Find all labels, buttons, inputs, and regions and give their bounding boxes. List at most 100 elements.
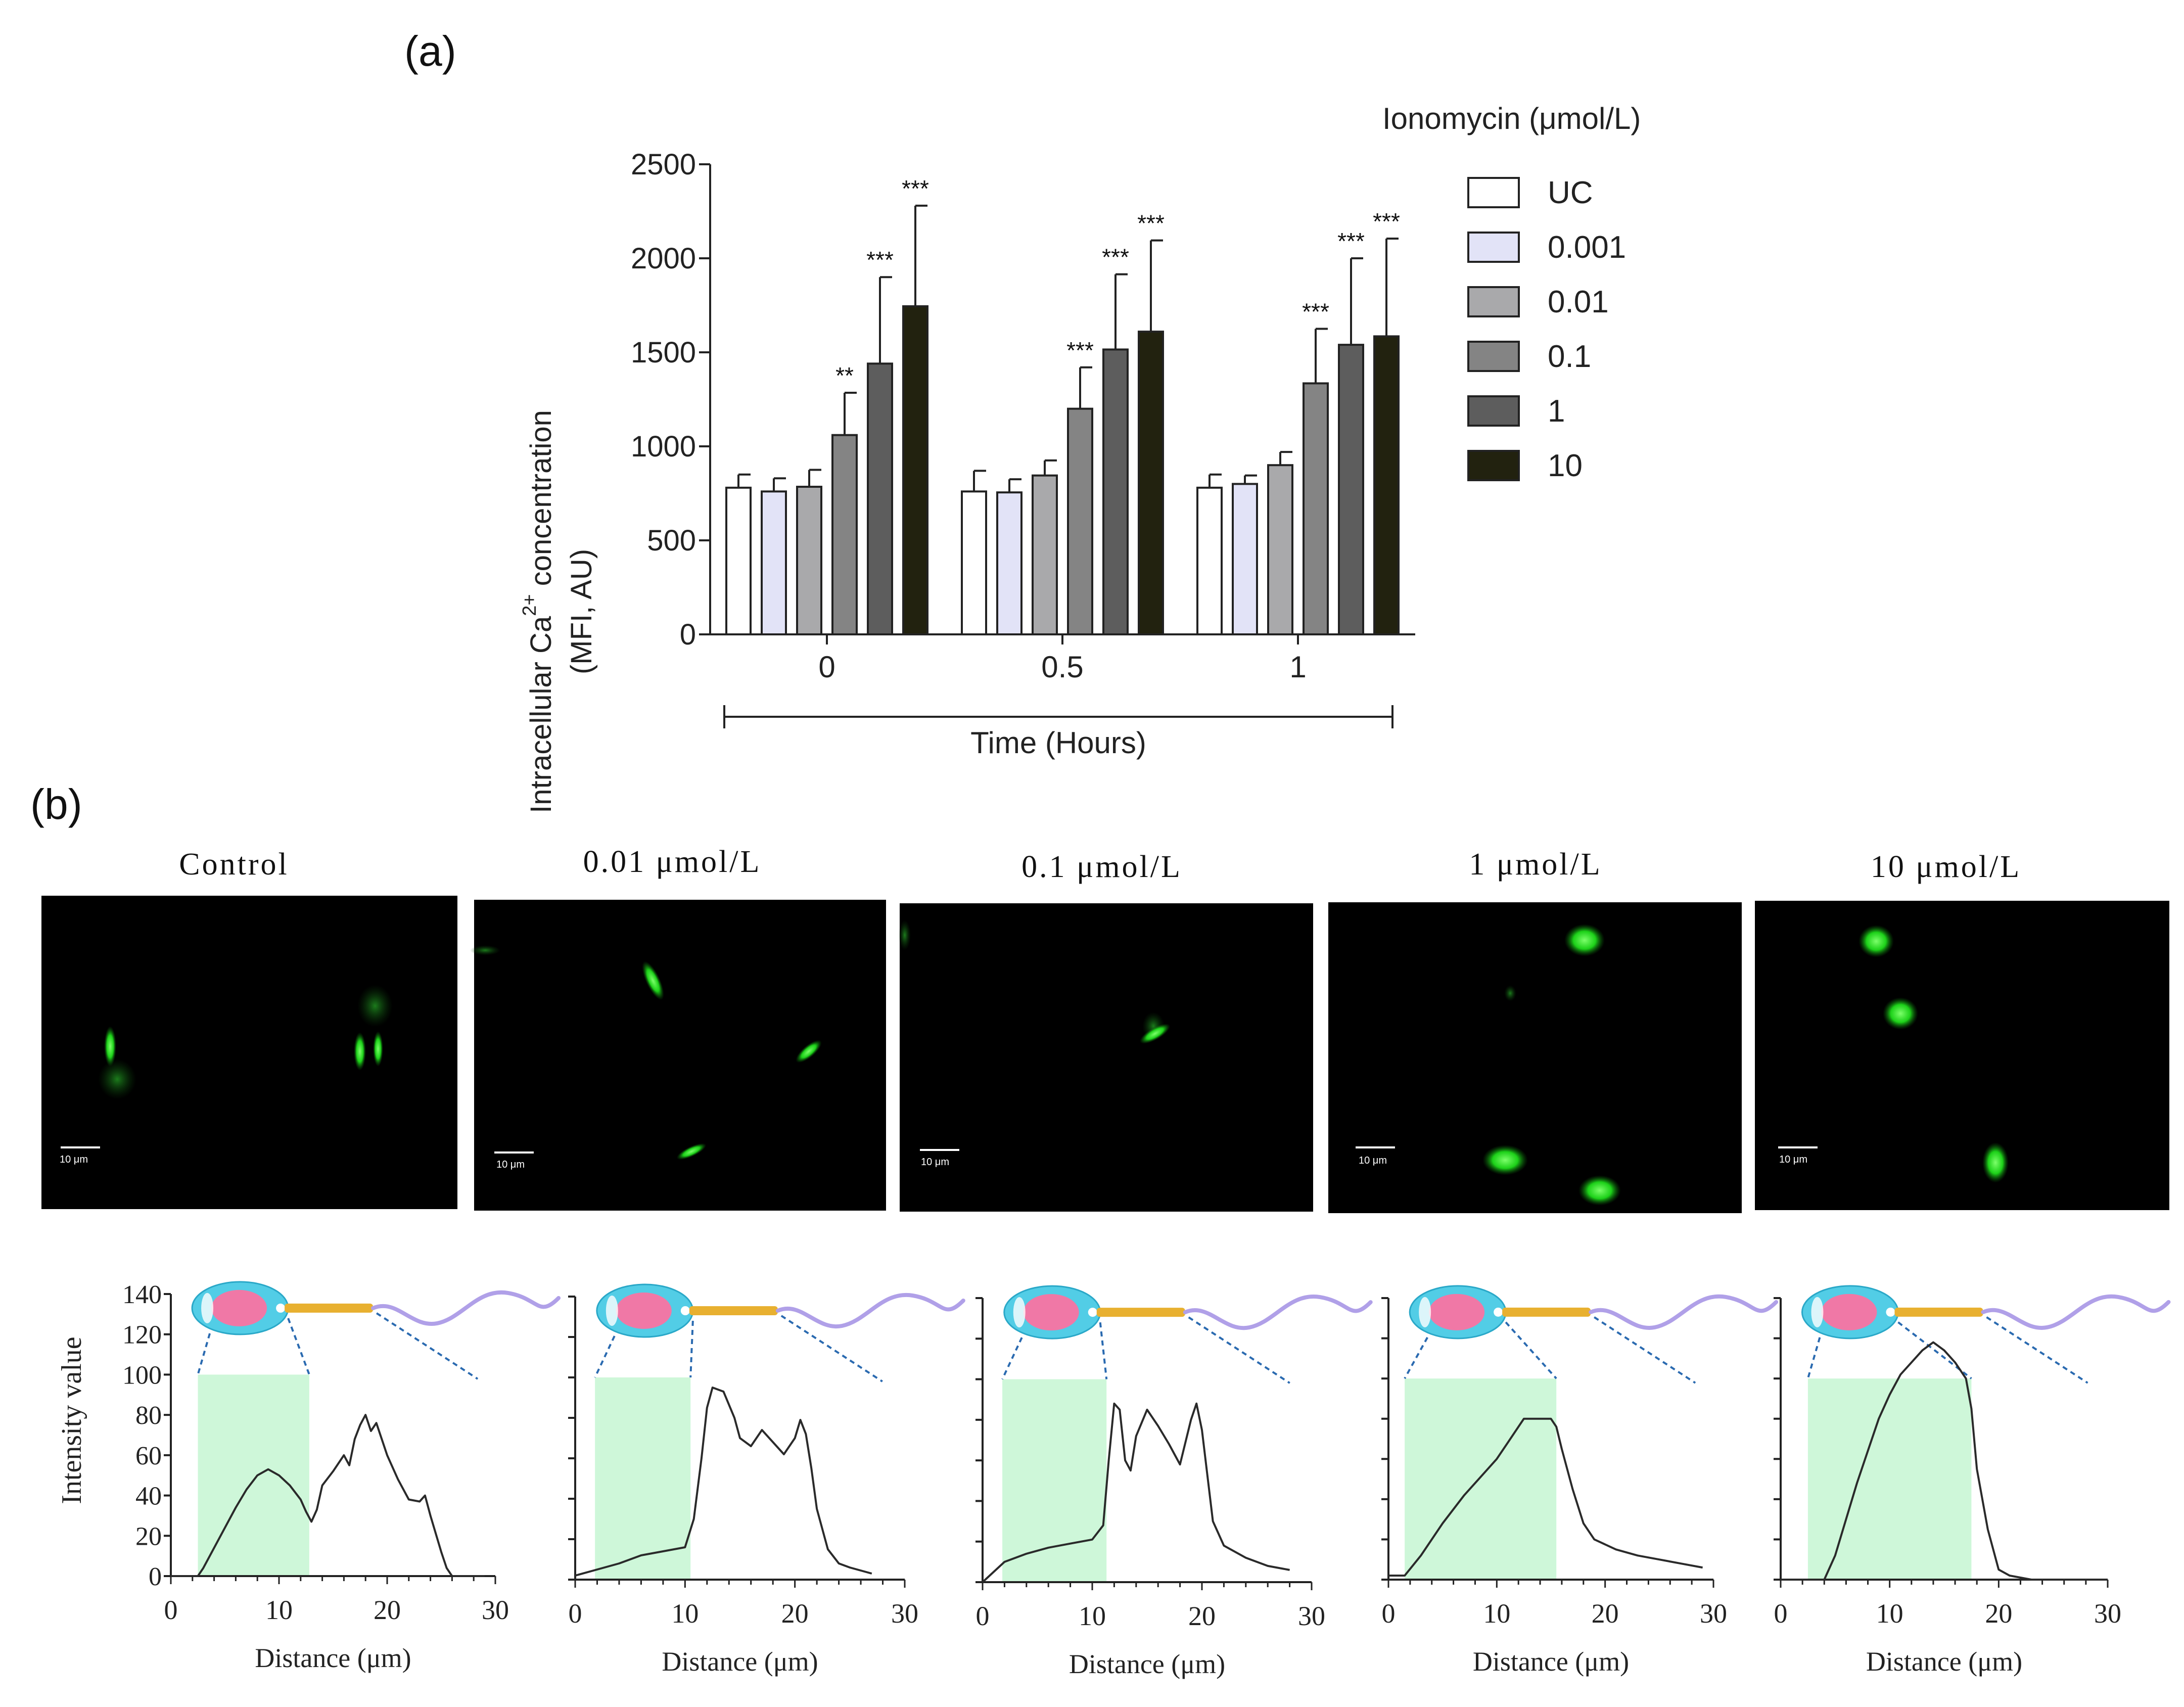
zoom-line — [1188, 1316, 1290, 1384]
legend-label: 10 — [1548, 448, 1583, 483]
legend-swatch — [1467, 177, 1520, 208]
y-tick-label: 2500 — [631, 148, 696, 181]
bar — [1102, 348, 1129, 635]
profile-x-tick-label: 10 — [1483, 1598, 1510, 1629]
sperm-midpiece — [1894, 1307, 1983, 1317]
zoom-line — [197, 1333, 211, 1375]
zoom-line — [1001, 1337, 1023, 1380]
sperm-tail — [1981, 1294, 2171, 1330]
micrograph-control: 10 μm — [41, 896, 457, 1209]
profile-x-tick-label: 10 — [1876, 1598, 1903, 1629]
profile-x-tick-label: 20 — [1985, 1598, 2012, 1629]
bar — [1232, 483, 1258, 636]
sperm-midpiece — [689, 1306, 778, 1315]
profile-x-tick-label: 0 — [164, 1595, 178, 1625]
zoom-line — [1505, 1321, 1557, 1379]
sperm-tail — [1589, 1294, 1779, 1330]
intensity-line — [575, 1387, 872, 1577]
sperm-centriole — [680, 1306, 690, 1315]
significance-label: *** — [1137, 210, 1165, 237]
sperm-nucleus — [1429, 1294, 1485, 1330]
sperm-nucleus — [1023, 1294, 1079, 1331]
x-tick-label: 0.5 — [1041, 650, 1083, 684]
y-axis-label: Intracellular Ca2+ concentration (MFI, A… — [519, 410, 598, 813]
sperm-acrosome — [1419, 1297, 1431, 1327]
svg-text:10 μm: 10 μm — [1779, 1154, 1807, 1165]
head-region-shade — [1002, 1379, 1107, 1582]
legend-swatch — [1467, 286, 1520, 317]
sperm-centriole — [1886, 1307, 1895, 1317]
significance-label: *** — [1102, 244, 1129, 270]
micrograph-10: 10 μm — [1755, 901, 2169, 1210]
y-tick-label: 0 — [680, 618, 696, 651]
zoom-line — [1806, 1337, 1821, 1379]
micrograph-0-01: 10 μm — [470, 900, 886, 1211]
zoom-line — [287, 1318, 310, 1375]
x-axis-label: Time (Hours) — [970, 726, 1146, 760]
zoom-line — [376, 1312, 479, 1380]
bar — [1303, 382, 1329, 635]
micrograph-title-control: Control — [179, 847, 289, 882]
profile-x-tick-label: 30 — [891, 1598, 918, 1629]
zoom-line — [780, 1315, 883, 1382]
profile-y-tick-label: 120 — [122, 1321, 162, 1350]
profile-chart: 0 20 40 60 80 100 120 140 0 10 20 30 Distance (μm) — [122, 1280, 561, 1673]
head-region-shade — [595, 1377, 691, 1580]
profile-x-tick-label: 0 — [569, 1598, 582, 1629]
sperm-schematic-icon — [596, 1283, 965, 1338]
sperm-tail — [775, 1293, 965, 1329]
profile-y-tick-label: 80 — [135, 1401, 162, 1430]
profile-x-tick-label: 10 — [1079, 1601, 1106, 1631]
panel-b-label: (b) — [30, 780, 82, 828]
profile-x-tick-label: 30 — [482, 1595, 509, 1625]
bar — [725, 486, 752, 636]
profile-x-axis-label: Distance (μm) — [662, 1646, 818, 1677]
legend-label: UC — [1548, 175, 1593, 210]
profile-x-tick-label: 10 — [671, 1598, 699, 1629]
sperm-schematic-icon — [1003, 1285, 1373, 1340]
svg-text:Intracellular Ca2+ concentrati: Intracellular Ca2+ concentration — [519, 410, 557, 813]
sperm-acrosome — [606, 1296, 618, 1326]
svg-text:10 μm: 10 μm — [60, 1154, 88, 1165]
sperm-nucleus — [211, 1289, 267, 1326]
significance-label: *** — [1302, 299, 1329, 325]
legend-label: 0.01 — [1548, 285, 1609, 319]
sperm-tail — [1183, 1294, 1373, 1330]
legend-swatch — [1467, 450, 1520, 481]
sperm-acrosome — [201, 1293, 214, 1323]
profile-chart: 0 10 20 30 Distance (μm) — [975, 1285, 1373, 1679]
sperm-centriole — [1494, 1307, 1503, 1317]
bar — [831, 434, 858, 635]
legend-swatch — [1467, 341, 1520, 372]
svg-text:10 μm: 10 μm — [921, 1157, 949, 1168]
bar — [1338, 344, 1364, 635]
svg-text:(MFI, AU): (MFI, AU) — [565, 549, 598, 674]
profile-x-tick-label: 20 — [781, 1598, 809, 1629]
sperm-tail — [371, 1290, 561, 1326]
sperm-schematic-icon — [1409, 1285, 1779, 1340]
significance-label: *** — [902, 175, 929, 202]
profile-y-tick-label: 20 — [135, 1522, 162, 1551]
zoom-line — [1594, 1316, 1696, 1384]
bar — [961, 490, 987, 636]
panel-a-label: (a) — [404, 27, 456, 75]
significance-label: *** — [866, 247, 894, 273]
intensity-line — [1388, 1417, 1703, 1577]
bar — [902, 305, 928, 635]
y-tick-label: 1000 — [631, 430, 696, 463]
significance-label: *** — [1066, 337, 1094, 363]
sperm-schematic-icon — [191, 1281, 561, 1335]
profile-x-tick-label: 0 — [976, 1601, 990, 1631]
zoom-line — [1099, 1322, 1108, 1379]
sperm-nucleus — [1821, 1294, 1877, 1330]
x-tick-label: 1 — [1289, 650, 1306, 684]
micrograph-1: 10 μm — [1328, 902, 1742, 1213]
sperm-nucleus — [616, 1293, 672, 1329]
profile-x-tick-label: 30 — [2094, 1598, 2121, 1629]
profile-x-axis-label: Distance (μm) — [1473, 1646, 1629, 1677]
intensity-line — [171, 1414, 485, 1577]
legend: UC 0.001 0.01 0.1 1 10 — [1467, 175, 1626, 483]
profile-x-tick-label: 10 — [265, 1595, 293, 1625]
bar — [1196, 486, 1223, 636]
bar — [1032, 474, 1058, 635]
